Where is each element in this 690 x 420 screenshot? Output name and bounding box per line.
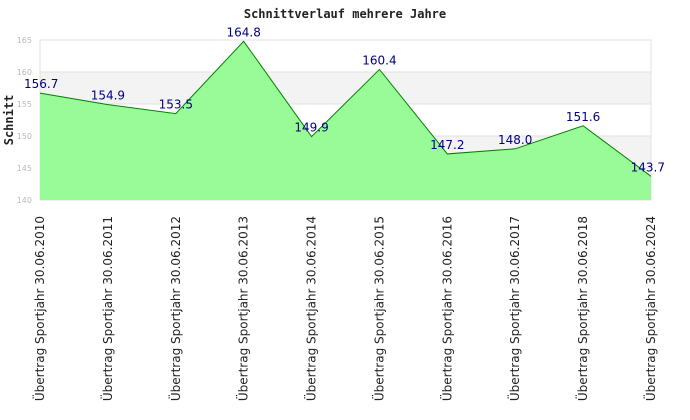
x-tick-label: Übertrag Sportjahr 30.06.2024 <box>642 216 658 401</box>
x-tick-label: Übertrag Sportjahr 30.06.2014 <box>303 216 319 401</box>
data-labels: 156.7 154.9 153.5 164.8 149.9 160.4 147.2 148.0… <box>24 25 665 174</box>
grid-band <box>40 72 651 104</box>
x-tick-label: Übertrag Sportjahr 30.06.2015 <box>370 216 386 401</box>
series-area <box>40 41 651 200</box>
x-tick-label: Übertrag Sportjahr 30.06.2013 <box>235 216 251 401</box>
chart-title: Schnittverlauf mehrere Jahre <box>244 7 446 21</box>
series-line <box>39 40 652 177</box>
data-label: 147.2 <box>430 138 464 152</box>
y-tick-label: 140 <box>17 196 32 205</box>
y-tick-label: 145 <box>17 164 32 173</box>
data-label: 156.7 <box>24 77 58 91</box>
y-axis-label: Schnitt <box>2 95 16 146</box>
data-label: 151.6 <box>566 110 600 124</box>
data-label: 143.7 <box>631 160 665 174</box>
x-tick-label: Übertrag Sportjahr 30.06.2016 <box>438 216 454 401</box>
y-tick-label: 150 <box>17 132 32 141</box>
data-label: 164.8 <box>226 25 260 39</box>
x-tick-label: Übertrag Sportjahr 30.06.2018 <box>574 216 590 401</box>
data-label: 160.4 <box>362 53 396 67</box>
y-tick-label: 160 <box>17 68 32 77</box>
x-tick-label: Übertrag Sportjahr 30.06.2011 <box>99 216 115 401</box>
y-tick-label: 155 <box>17 100 32 109</box>
data-label: 149.9 <box>294 121 328 135</box>
y-axis-ticks: 140 145 150 155 160 165 <box>17 36 32 205</box>
x-tick-label: Übertrag Sportjahr 30.06.2017 <box>506 216 522 401</box>
data-label: 154.9 <box>91 89 125 103</box>
x-tick-label: Übertrag Sportjahr 30.06.2010 <box>31 216 47 401</box>
y-tick-label: 165 <box>17 36 32 45</box>
x-axis-ticks: Übertrag Sportjahr 30.06.2010 Übertrag Sp… <box>31 216 658 401</box>
x-tick-label: Übertrag Sportjahr 30.06.2012 <box>167 216 183 401</box>
data-label: 153.5 <box>159 98 193 112</box>
data-label: 148.0 <box>498 133 532 147</box>
